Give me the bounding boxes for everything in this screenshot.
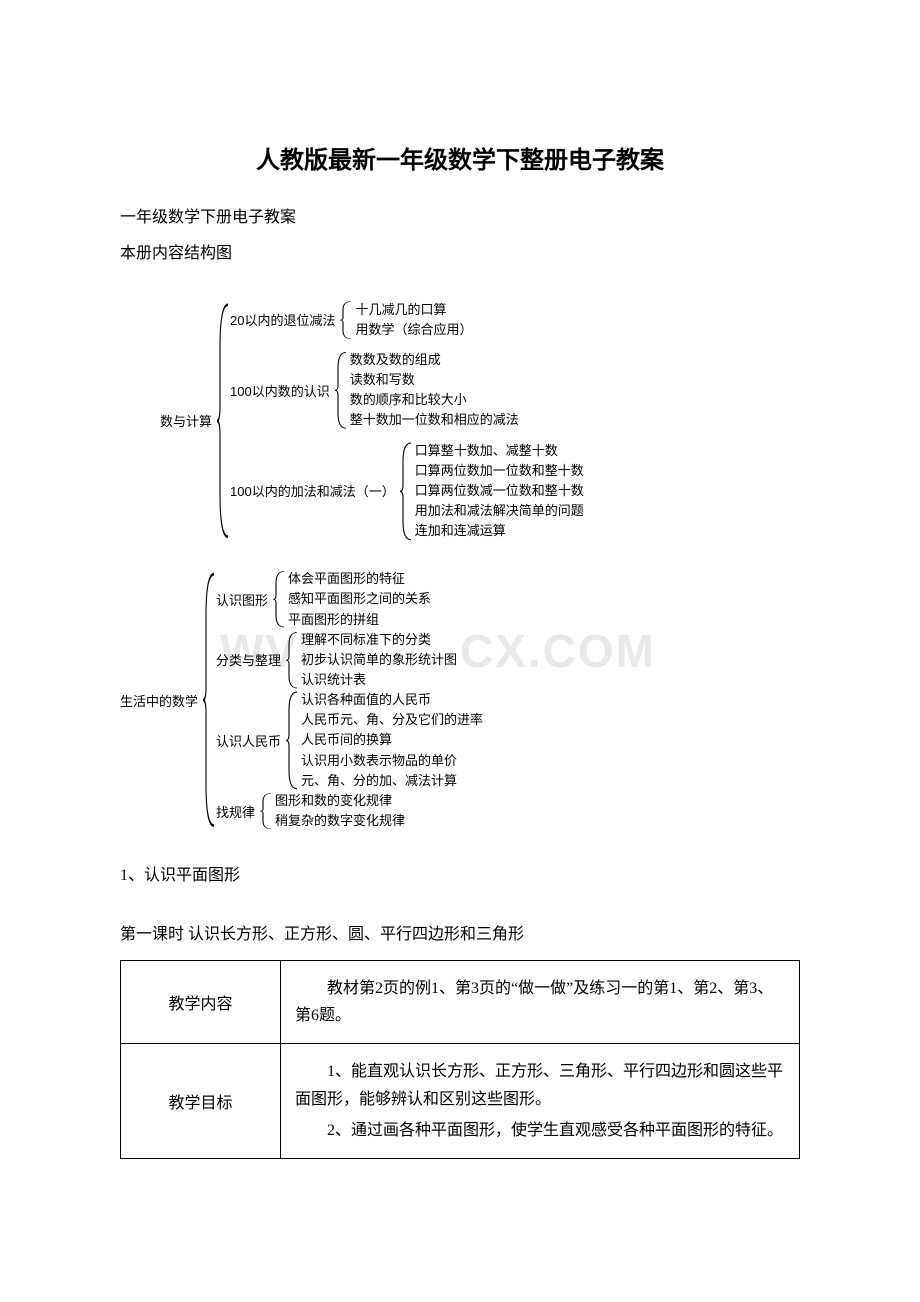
leaf: 理解不同标准下的分类 xyxy=(299,630,457,650)
tree1-b1: 20以内的退位减法 十几减几的口算 用数学（综合应用） xyxy=(230,300,584,340)
brace xyxy=(339,300,353,340)
leaf: 连加和连减运算 xyxy=(413,521,584,541)
tree2-b3-label: 认识人民币 xyxy=(216,731,285,750)
row1-label: 教学内容 xyxy=(121,960,281,1043)
row2-p2: 2、通过画各种平面图形，使学生直观感受各种平面图形的特征。 xyxy=(295,1117,785,1144)
leaf: 数的顺序和比较大小 xyxy=(348,390,519,410)
leaf: 口算整十数加、减整十数 xyxy=(413,441,584,461)
lesson-table: 教学内容 教材第2页的例1、第3页的“做一做”及练习一的第1、第2、第3、第6题… xyxy=(120,960,800,1159)
tree2-root-label: 生活中的数学 xyxy=(120,691,202,710)
tree2-b4: 找规律 图形和数的变化规律 稍复杂的数字变化规律 xyxy=(216,791,483,831)
brace xyxy=(334,350,348,431)
tree2-b1-label: 认识图形 xyxy=(216,590,272,609)
leaf: 平面图形的拼组 xyxy=(286,610,431,630)
brace xyxy=(399,441,413,542)
table-row: 教学目标 1、能直观认识长方形、正方形、三角形、平行四边形和圆这些平面图形，能够… xyxy=(121,1044,800,1159)
row1-text: 教材第2页的例1、第3页的“做一做”及练习一的第1、第2、第3、第6题。 xyxy=(295,975,785,1029)
leaf: 整十数加一位数和相应的减法 xyxy=(348,410,519,430)
tree1-b2-label: 100以内数的认识 xyxy=(230,381,334,400)
leaf: 口算两位数减一位数和整十数 xyxy=(413,481,584,501)
doc-title: 人教版最新一年级数学下整册电子教案 xyxy=(120,140,800,175)
leaf: 稍复杂的数字变化规律 xyxy=(273,811,405,831)
leaf: 元、角、分的加、减法计算 xyxy=(299,771,483,791)
tree1-root-group: 数与计算 20以内的退位减法 十几减几的口算 用数学（综合应用） 100以内数的… xyxy=(160,300,800,542)
subtitle-1: 一年级数学下册电子教案 xyxy=(120,203,800,233)
tree1-b2: 100以内数的认识 数数及数的组成 读数和写数 数的顺序和比较大小 整十数加一位… xyxy=(230,350,584,431)
leaf: 用数学（综合应用） xyxy=(353,320,472,340)
leaf: 体会平面图形的特征 xyxy=(286,569,431,589)
leaf: 十几减几的口算 xyxy=(353,300,472,320)
leaf: 口算两位数加一位数和整十数 xyxy=(413,461,584,481)
brace xyxy=(202,569,216,831)
tree2-root-group: 生活中的数学 认识图形 体会平面图形的特征 感知平面图形之间的关系 平面图形的拼… xyxy=(120,569,800,831)
table-row: 教学内容 教材第2页的例1、第3页的“做一做”及练习一的第1、第2、第3、第6题… xyxy=(121,960,800,1043)
tree1-root-label: 数与计算 xyxy=(160,411,216,430)
tree1-b3-label: 100以内的加法和减法（一） xyxy=(230,481,399,500)
brace xyxy=(285,630,299,690)
leaf: 人民币间的换算 xyxy=(299,730,483,750)
row2-label: 教学目标 xyxy=(121,1044,281,1159)
tree1-b3: 100以内的加法和减法（一） 口算整十数加、减整十数 口算两位数加一位数和整十数… xyxy=(230,441,584,542)
tree1-b1-label: 20以内的退位减法 xyxy=(230,310,339,329)
leaf: 认识统计表 xyxy=(299,670,457,690)
row2-content: 1、能直观认识长方形、正方形、三角形、平行四边形和圆这些平面图形，能够辨认和区别… xyxy=(281,1044,800,1159)
structure-diagram: WV CX.COM 数与计算 20以内的退位减法 十几减几的口算 用数学（综合应… xyxy=(120,300,800,831)
leaf: 认识用小数表示物品的单价 xyxy=(299,751,483,771)
leaf: 读数和写数 xyxy=(348,370,519,390)
brace xyxy=(216,300,230,542)
leaf: 感知平面图形之间的关系 xyxy=(286,589,431,609)
row2-p1: 1、能直观认识长方形、正方形、三角形、平行四边形和圆这些平面图形，能够辨认和区别… xyxy=(295,1058,785,1112)
lesson-period-title: 第一课时 认识长方形、正方形、圆、平行四边形和三角形 xyxy=(120,920,800,950)
tree2-b4-label: 找规律 xyxy=(216,802,259,821)
tree2-b2: 分类与整理 理解不同标准下的分类 初步认识简单的象形统计图 认识统计表 xyxy=(216,630,483,690)
brace xyxy=(285,690,299,791)
leaf: 人民币元、角、分及它们的进率 xyxy=(299,710,483,730)
leaf: 初步认识简单的象形统计图 xyxy=(299,650,457,670)
tree2-b3: 认识人民币 认识各种面值的人民币 人民币元、角、分及它们的进率 人民币间的换算 … xyxy=(216,690,483,791)
tree2-b2-label: 分类与整理 xyxy=(216,650,285,669)
row1-content: 教材第2页的例1、第3页的“做一做”及练习一的第1、第2、第3、第6题。 xyxy=(281,960,800,1043)
leaf: 图形和数的变化规律 xyxy=(273,791,405,811)
tree2-b1: 认识图形 体会平面图形的特征 感知平面图形之间的关系 平面图形的拼组 xyxy=(216,569,483,629)
lesson-section-number: 1、认识平面图形 xyxy=(120,861,800,891)
brace xyxy=(272,569,286,629)
leaf: 用加法和减法解决简单的问题 xyxy=(413,501,584,521)
brace xyxy=(259,791,273,831)
leaf: 认识各种面值的人民币 xyxy=(299,690,483,710)
subtitle-2: 本册内容结构图 xyxy=(120,239,800,269)
leaf: 数数及数的组成 xyxy=(348,350,519,370)
